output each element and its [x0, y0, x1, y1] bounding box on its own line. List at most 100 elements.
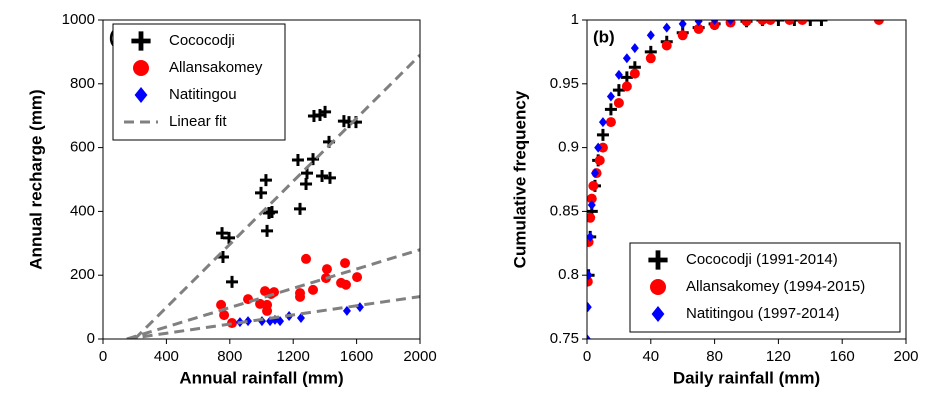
fit-line: [126, 54, 420, 339]
plot-panel: 0 400 800 1200 1600 2000 0 200 400 600 800 1000 Annu…: [26, 11, 436, 388]
legend-label: Natitingou (1997-2014): [686, 305, 839, 322]
point: [630, 43, 639, 54]
point: [614, 69, 623, 80]
point: [804, 20, 817, 26]
x-tick-label: 80: [706, 348, 723, 365]
legend-swatch: [648, 250, 668, 270]
y-tick-label: 0.8: [558, 266, 579, 283]
point: [662, 22, 671, 33]
x-tick-label: 1600: [340, 348, 373, 365]
point: [323, 171, 336, 184]
point: [594, 155, 605, 166]
y-tick-label: 200: [70, 266, 95, 283]
y-tick-label: 1: [571, 11, 579, 28]
point: [677, 30, 688, 41]
x-tick-label: 120: [766, 348, 791, 365]
y-tick-label: 0.75: [550, 330, 579, 347]
point: [596, 128, 609, 141]
point: [244, 316, 253, 327]
point: [726, 20, 735, 25]
x-tick-label: 2000: [403, 348, 436, 365]
point: [342, 305, 351, 316]
point: [741, 20, 752, 27]
y-tick-label: 0: [87, 330, 95, 347]
point: [693, 23, 704, 34]
point: [276, 316, 285, 327]
point: [598, 117, 607, 128]
plot-area: [587, 20, 884, 339]
point: [709, 20, 720, 31]
point: [645, 53, 656, 64]
point: [605, 117, 616, 128]
x-tick-label: 800: [217, 348, 242, 365]
point: [678, 20, 687, 29]
point: [604, 103, 617, 116]
legend-box: [629, 242, 901, 333]
y-tick-label: 600: [70, 139, 95, 156]
point: [226, 275, 239, 288]
legend-label: Allansakomey: [169, 59, 263, 76]
point: [223, 231, 236, 244]
point: [300, 177, 313, 190]
point: [587, 302, 592, 313]
point: [587, 200, 596, 211]
point: [621, 81, 632, 92]
point: [261, 224, 274, 237]
point: [296, 312, 305, 323]
plot-frame: [102, 19, 421, 340]
legend: Cococodji (1991-2014) Allansakomey (1994-…: [629, 242, 901, 333]
plot-frame: [586, 19, 907, 340]
point: [622, 53, 631, 64]
point: [216, 227, 229, 240]
point: [243, 294, 254, 305]
point: [216, 299, 227, 310]
point: [590, 168, 599, 179]
point: [629, 68, 640, 79]
point: [587, 193, 597, 204]
point: [873, 20, 884, 25]
point: [294, 202, 307, 215]
x-tick-label: 0: [99, 348, 107, 365]
point: [797, 20, 808, 25]
legend-swatch: [134, 87, 148, 103]
x-axis-title: Annual rainfall (mm): [179, 368, 343, 387]
point: [594, 142, 603, 153]
point: [255, 186, 268, 199]
point: [587, 334, 591, 339]
point: [587, 231, 595, 242]
legend-label: Cococodji: [169, 32, 235, 49]
point: [219, 310, 230, 321]
legend-swatch: [649, 279, 666, 295]
point: [588, 180, 599, 191]
y-tick-label: 400: [70, 202, 95, 219]
point: [788, 20, 801, 26]
y-tick-label: 1000: [62, 11, 95, 28]
legend-label: Cococodji (1991-2014): [686, 251, 838, 268]
legend-label: Natitingou: [169, 86, 237, 103]
y-axis-title: Annual recharge (mm): [26, 89, 45, 269]
point: [265, 206, 278, 219]
point: [301, 253, 312, 264]
point: [295, 291, 306, 302]
point: [319, 105, 332, 118]
plot-panel: 0 40 80 120 160 200 0.75 0.8 0.85 0.9 0.95 1 Daily r…: [510, 11, 918, 388]
point: [316, 169, 329, 182]
x-tick-label: 160: [830, 348, 855, 365]
x-tick-label: 40: [642, 348, 659, 365]
x-tick-label: 200: [893, 348, 918, 365]
point: [587, 212, 596, 223]
point: [661, 40, 672, 51]
point: [262, 299, 273, 310]
point: [352, 272, 363, 283]
legend-swatch: [133, 60, 149, 76]
legend-label: Linear fit: [169, 113, 227, 130]
point: [308, 284, 319, 295]
point: [340, 258, 351, 269]
plot-area: [126, 54, 420, 339]
point: [694, 20, 703, 27]
point: [291, 154, 304, 167]
point: [772, 20, 785, 26]
point: [259, 174, 272, 187]
